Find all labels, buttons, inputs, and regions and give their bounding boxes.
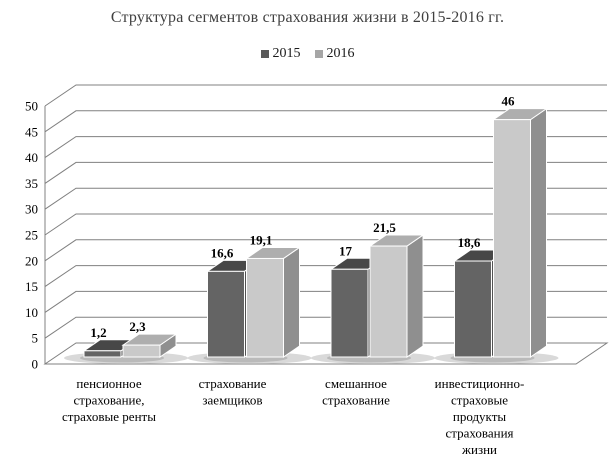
gridline — [44, 213, 607, 236]
bar-front-face — [454, 260, 492, 358]
bar-2016-cat1 — [121, 333, 178, 358]
data-label-2016-cat3: 21,5 — [373, 220, 396, 235]
legend-swatch-2015-icon — [260, 50, 269, 58]
x-axis-category-label-1: страхование, — [73, 393, 144, 408]
data-label-2015-cat1: 1,2 — [90, 325, 106, 340]
gridline — [44, 316, 607, 339]
x-axis-category-label-4: продукты — [453, 409, 507, 424]
gridline — [44, 161, 607, 184]
bar-2016-cat4 — [491, 107, 549, 358]
bar-2016-cat3 — [368, 234, 425, 358]
y-axis-tick-label: 45 — [25, 124, 38, 139]
x-axis-category-label-3: страхование — [322, 393, 390, 408]
y-axis-tick-label: 10 — [25, 305, 38, 320]
x-axis-category-label-1: страховые ренты — [62, 409, 156, 424]
legend-swatch-2016-icon — [314, 50, 323, 58]
data-label-2016-cat2: 19,1 — [250, 232, 273, 247]
chart-legend: 2015 2016 — [0, 46, 615, 62]
bar-front-face — [83, 350, 122, 358]
legend-label-2016: 2016 — [326, 46, 355, 61]
x-axis-category-label-1: пенсионное — [76, 376, 141, 391]
chart-title: Структура сегментов страхования жизни в … — [110, 9, 505, 26]
y-axis-tick-label: 15 — [25, 279, 38, 294]
gridline — [44, 84, 607, 107]
x-axis-category-label-4: страховые — [451, 393, 508, 408]
y-axis-tick-label: 50 — [25, 99, 38, 114]
y-axis-tick-label: 5 — [32, 331, 39, 346]
gridline — [44, 136, 607, 159]
gridline — [44, 239, 607, 262]
legend-label-2015: 2015 — [272, 46, 301, 61]
gridline — [44, 265, 607, 288]
data-label-2016-cat1: 2,3 — [129, 319, 146, 334]
x-axis-category-label-4: жизни — [461, 442, 497, 457]
x-axis-category-label-2: страхование — [199, 376, 267, 391]
gridline — [44, 187, 607, 210]
gridline — [44, 110, 607, 133]
bar-side-face — [283, 246, 300, 358]
x-axis-category-label-3: смешанное — [325, 376, 387, 391]
y-axis-tick-label: 35 — [25, 176, 38, 191]
bar-side-face — [406, 234, 424, 358]
data-label-2015-cat2: 16,6 — [211, 245, 234, 260]
bar-front-face — [330, 268, 369, 358]
x-axis-category-label-4: страхования — [445, 426, 513, 441]
bar-front-face — [207, 270, 245, 358]
data-label-2015-cat4: 18,6 — [458, 235, 481, 250]
data-label-2016-cat4: 46 — [502, 94, 516, 109]
y-axis-tick-label: 30 — [25, 202, 38, 217]
x-axis-category-label-4: инвестиционно- — [435, 376, 525, 391]
bar-front-face — [246, 257, 284, 358]
x-axis-category-label-2: заемщиков — [202, 393, 262, 408]
bar-side-face — [530, 107, 547, 358]
y-axis-tick-label: 25 — [25, 228, 38, 243]
y-axis-tick-label: 40 — [25, 150, 38, 165]
gridlines — [44, 84, 607, 339]
bar-front-face — [493, 119, 531, 358]
bar-front-face — [122, 344, 161, 358]
bar-2016-cat2 — [244, 246, 302, 358]
data-label-2015-cat3: 17 — [339, 243, 353, 258]
legend-item-2015: 2015 — [260, 46, 301, 62]
gridline — [44, 290, 607, 313]
y-axis-tick-label: 0 — [32, 357, 39, 372]
bar-front-face — [369, 245, 408, 358]
legend-item-2016: 2016 — [314, 46, 355, 62]
y-axis-tick-label: 20 — [25, 253, 38, 268]
